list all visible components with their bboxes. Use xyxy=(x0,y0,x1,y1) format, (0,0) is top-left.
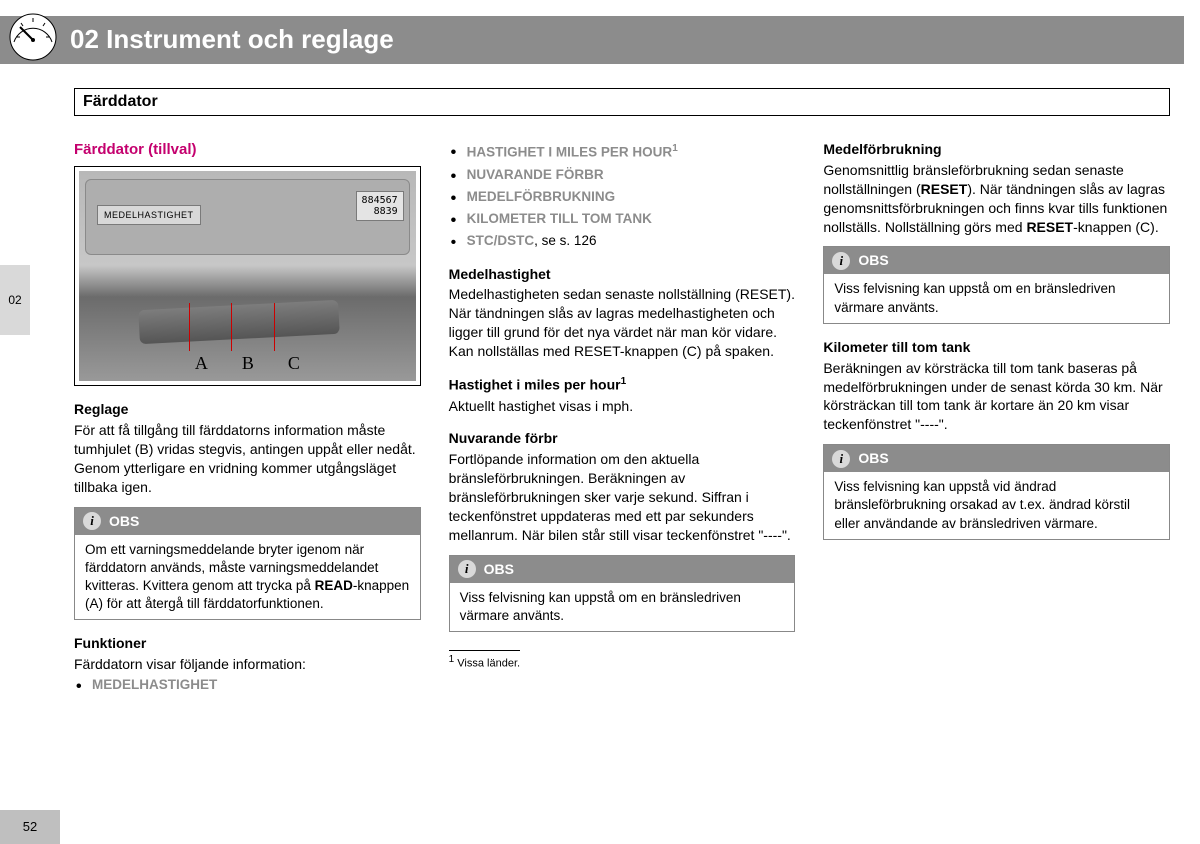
obs-box-2: i OBS Viss felvisning kan uppstå om en b… xyxy=(449,555,796,632)
obs-box-3: i OBS Viss felvisning kan uppstå om en b… xyxy=(823,246,1170,323)
text-nuvarande: Fortlöpande information om den aktuella … xyxy=(449,450,796,544)
label-b: B xyxy=(242,351,254,375)
heading-reglage: Reglage xyxy=(74,400,421,419)
obs-body: Viss felvisning kan uppstå om en bränsle… xyxy=(824,274,1169,322)
odometer-display: 884567 8839 xyxy=(356,191,404,221)
heading-mph: Hastighet i miles per hour1 xyxy=(449,375,796,395)
obs-box-1: i OBS Om ett varningsmeddelande bryter i… xyxy=(74,507,421,621)
illustration-frame: MEDELHASTIGHET 884567 8839 A B C xyxy=(74,166,421,386)
content-area: Färddator (tillval) MEDELHASTIGHET 88456… xyxy=(74,140,1170,698)
column-2: HASTIGHET I MILES PER HOUR1 NUVARANDE FÖ… xyxy=(449,140,796,698)
label-a: A xyxy=(195,351,208,375)
function-list-cont: HASTIGHET I MILES PER HOUR1 NUVARANDE FÖ… xyxy=(449,142,796,251)
text-mph: Aktuellt hastighet visas i mph. xyxy=(449,397,796,416)
pointer-b xyxy=(231,303,232,351)
text-km-tom-tank: Beräkningen av körsträcka till tom tank … xyxy=(823,359,1170,435)
column-1: Färddator (tillval) MEDELHASTIGHET 88456… xyxy=(74,140,421,698)
obs-header: i OBS xyxy=(824,445,1169,472)
gauge-icon xyxy=(4,8,62,66)
display-label: MEDELHASTIGHET xyxy=(97,205,201,225)
obs-header: i OBS xyxy=(75,508,420,535)
heading-medelhastighet: Medelhastighet xyxy=(449,265,796,284)
obs-body: Om ett varningsmeddelande bryter igenom … xyxy=(75,535,420,620)
bullet-mph: HASTIGHET I MILES PER HOUR1 xyxy=(449,142,796,162)
bullet-stc-dstc: STC/DSTC, se s. 126 xyxy=(449,232,796,250)
footnote: 1 Vissa länder. xyxy=(449,650,520,672)
control-stalk xyxy=(138,300,340,344)
chapter-tab: 02 xyxy=(0,265,30,335)
page-number: 52 xyxy=(0,810,60,844)
info-icon: i xyxy=(83,512,101,530)
heading-farddator-tillval: Färddator (tillval) xyxy=(74,140,421,160)
heading-funktioner: Funktioner xyxy=(74,634,421,653)
heading-medelforbrukning: Medelförbrukning xyxy=(823,140,1170,159)
text-medelforbrukning: Genomsnittlig bränsleförbrukning sedan s… xyxy=(823,161,1170,237)
bullet-medelforbrukning: MEDELFÖRBRUKNING xyxy=(449,188,796,206)
obs-body: Viss felvisning kan uppstå om en bränsle… xyxy=(450,583,795,631)
callout-letters: A B C xyxy=(79,351,416,375)
info-icon: i xyxy=(458,560,476,578)
obs-box-4: i OBS Viss felvisning kan uppstå vid änd… xyxy=(823,444,1170,540)
obs-header: i OBS xyxy=(450,556,795,583)
stalk-illustration: MEDELHASTIGHET 884567 8839 A B C xyxy=(79,171,416,381)
bullet-nuvarande: NUVARANDE FÖRBR xyxy=(449,166,796,184)
chapter-header: 02 Instrument och reglage xyxy=(0,16,1184,64)
subsection-bar: Färddator xyxy=(74,88,1170,116)
pointer-a xyxy=(189,303,190,351)
text-reglage: För att få tillgång till färddatorns inf… xyxy=(74,421,421,497)
chapter-title: 02 Instrument och reglage xyxy=(70,22,394,57)
info-icon: i xyxy=(832,450,850,468)
heading-km-tom-tank: Kilometer till tom tank xyxy=(823,338,1170,357)
pointer-c xyxy=(274,303,275,351)
function-list-start: MEDELHASTIGHET xyxy=(74,676,421,694)
bullet-km-tom-tank: KILOMETER TILL TOM TANK xyxy=(449,210,796,228)
obs-header: i OBS xyxy=(824,247,1169,274)
info-icon: i xyxy=(832,252,850,270)
bullet-medelhastighet: MEDELHASTIGHET xyxy=(74,676,421,694)
subsection-title: Färddator xyxy=(75,89,1169,115)
text-medelhastighet: Medelhastigheten sedan senaste nollställ… xyxy=(449,285,796,361)
text-funktioner: Färddatorn visar följande information: xyxy=(74,655,421,674)
heading-nuvarande: Nuvarande förbr xyxy=(449,429,796,448)
column-3: Medelförbrukning Genomsnittlig bränslefö… xyxy=(823,140,1170,698)
label-c: C xyxy=(288,351,300,375)
obs-body: Viss felvisning kan uppstå vid ändrad br… xyxy=(824,472,1169,539)
